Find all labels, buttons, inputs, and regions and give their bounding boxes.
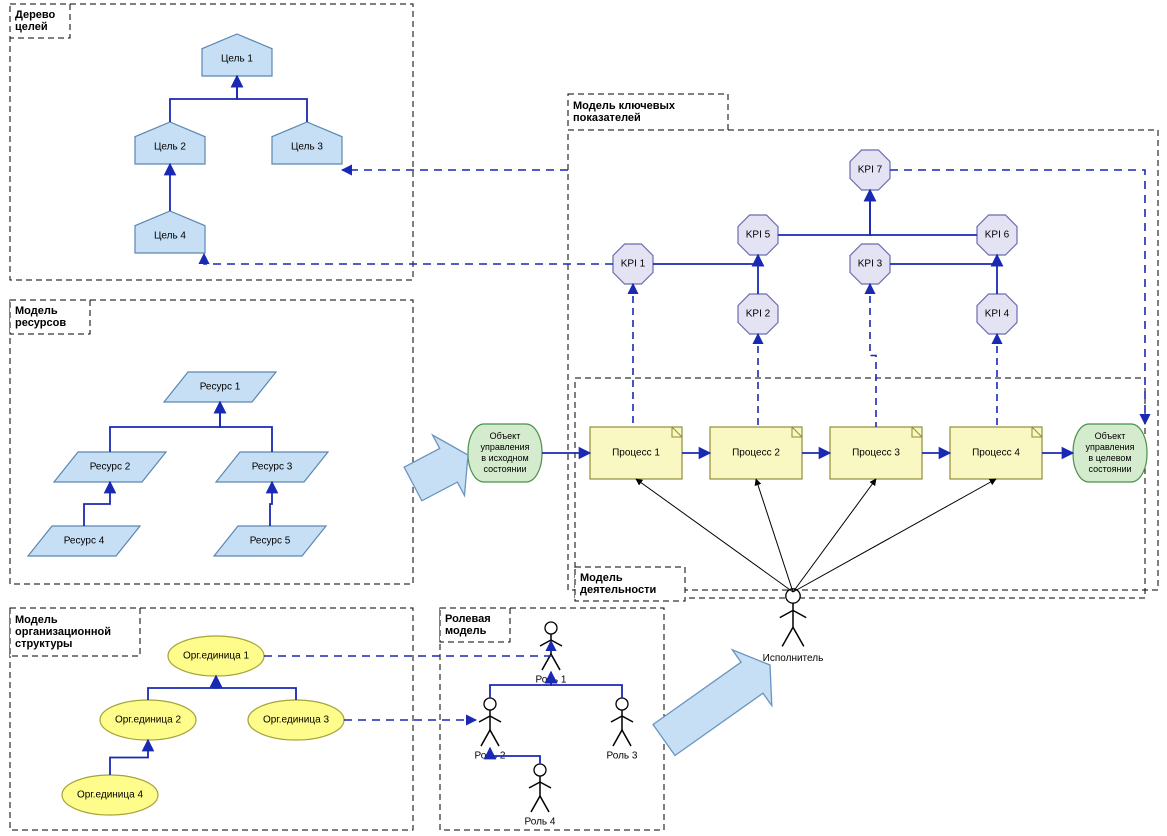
kpi-label: KPI 4 — [985, 309, 1010, 320]
section-title: Модель — [15, 614, 58, 626]
person-icon — [611, 698, 633, 746]
section-title: организационной — [15, 626, 111, 638]
kpi-label: KPI 2 — [746, 309, 771, 320]
tree-edge — [216, 676, 296, 700]
section-title: целей — [15, 21, 48, 33]
cross-link — [890, 170, 1145, 424]
process-label: Процесс 1 — [612, 448, 660, 459]
object-label: управления — [1085, 442, 1134, 452]
tree-edge — [270, 482, 272, 526]
kpi-edge — [890, 255, 997, 264]
person-icon — [780, 589, 806, 647]
person-icon — [529, 764, 551, 812]
org-label: Орг.единица 2 — [115, 715, 181, 726]
object-label: состоянии — [483, 464, 526, 474]
section-title: Дерево — [15, 9, 56, 21]
org-label: Орг.единица 3 — [263, 715, 329, 726]
person-label: Роль 3 — [607, 751, 638, 762]
kpi-edge — [870, 190, 977, 235]
section-title: модель — [445, 625, 487, 637]
executor-process-link — [793, 479, 996, 592]
cross-link — [204, 254, 613, 264]
resource-label: Ресурс 3 — [252, 462, 293, 473]
tree-edge — [170, 76, 237, 122]
activity-inner-box — [575, 378, 1145, 598]
resource-label: Ресурс 1 — [200, 382, 241, 393]
section-title: деятельности — [580, 584, 656, 596]
goal-label: Цель 3 — [291, 142, 323, 153]
kpi-label: KPI 6 — [985, 230, 1010, 241]
person-icon — [479, 698, 501, 746]
section-title: Модель — [580, 572, 623, 584]
object-label: Объект — [490, 431, 521, 441]
object-label: в целевом — [1088, 453, 1131, 463]
object-label: в исходном — [481, 453, 528, 463]
goal-label: Цель 4 — [154, 231, 186, 242]
org-label: Орг.единица 4 — [77, 790, 143, 801]
section-title: Ролевая — [445, 613, 491, 625]
section-title: Модель — [15, 305, 58, 317]
goal-label: Цель 1 — [221, 54, 253, 65]
kpi-edge — [778, 190, 870, 235]
person-label: Роль 4 — [525, 817, 556, 828]
executor-process-link — [793, 479, 876, 592]
section-title: структуры — [15, 638, 72, 650]
object-label: Объект — [1095, 431, 1126, 441]
kpi-process-link — [870, 284, 876, 427]
section-title: ресурсов — [15, 317, 66, 329]
tree-edge — [84, 482, 110, 526]
resource-label: Ресурс 5 — [250, 536, 291, 547]
kpi-label: KPI 7 — [858, 165, 883, 176]
tree-edge — [237, 76, 307, 122]
kpi-label: KPI 1 — [621, 259, 646, 270]
kpi-label: KPI 3 — [858, 259, 883, 270]
goal-label: Цель 2 — [154, 142, 186, 153]
org-label: Орг.единица 1 — [183, 651, 249, 662]
tree-edge — [110, 740, 148, 775]
person-label: Исполнитель — [763, 653, 824, 664]
kpi-label: KPI 5 — [746, 230, 771, 241]
section-title: Модель ключевых — [573, 100, 676, 112]
resource-label: Ресурс 4 — [64, 536, 105, 547]
process-label: Процесс 2 — [732, 448, 780, 459]
diagram-canvas: ДеревоцелейМодельресурсовМодельорганизац… — [0, 0, 1167, 836]
section-title: показателей — [573, 112, 641, 124]
object-label: состоянии — [1088, 464, 1131, 474]
tree-edge — [110, 402, 220, 452]
process-label: Процесс 4 — [972, 448, 1020, 459]
tree-edge — [148, 676, 216, 700]
process-label: Процесс 3 — [852, 448, 900, 459]
resource-label: Ресурс 2 — [90, 462, 131, 473]
cross-link — [264, 641, 551, 656]
tree-edge — [220, 402, 272, 452]
section-box — [568, 130, 1158, 590]
executor-process-link — [756, 479, 793, 592]
kpi-edge — [653, 255, 758, 264]
object-label: управления — [480, 442, 529, 452]
